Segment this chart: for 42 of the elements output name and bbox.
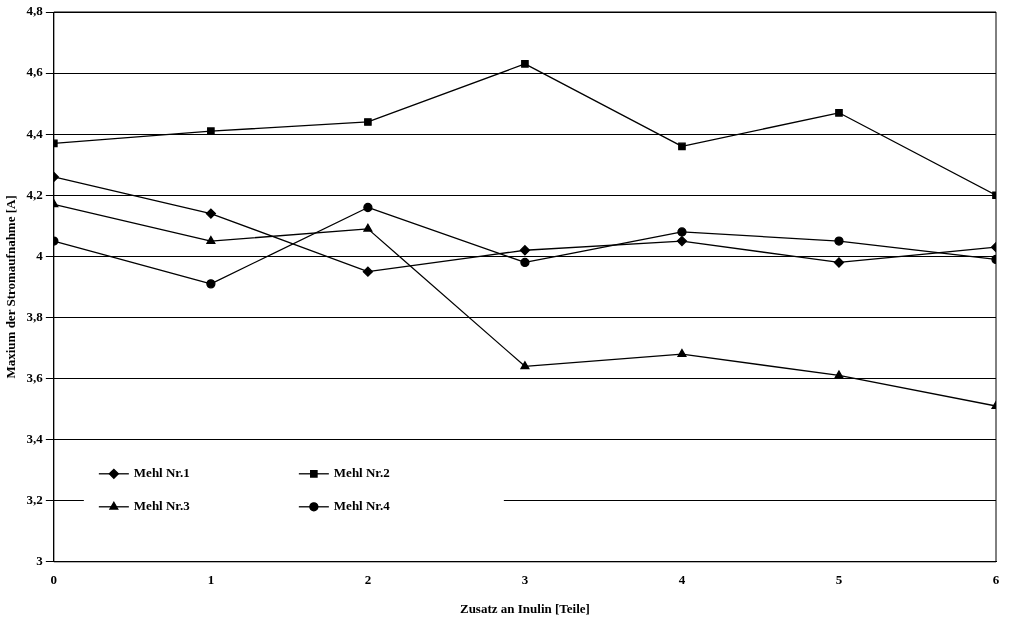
point xyxy=(521,60,529,68)
legend-label: Mehl Nr.1 xyxy=(133,465,190,481)
x-tick-label: 4 xyxy=(678,571,686,587)
point xyxy=(677,348,687,357)
y-tick-label: 4 xyxy=(36,247,44,263)
x-tick-label: 5 xyxy=(835,571,843,587)
point xyxy=(678,142,686,151)
point xyxy=(520,257,530,268)
y-tick-label: 3,4 xyxy=(26,430,44,446)
point xyxy=(364,118,372,126)
point xyxy=(676,235,688,247)
point xyxy=(207,127,215,135)
legend-label: Mehl Nr.2 xyxy=(333,465,390,481)
x-axis-title: Zusatz an Inulin [Teile] xyxy=(459,600,590,616)
x-tick-label: 3 xyxy=(521,571,529,587)
point xyxy=(835,108,843,117)
y-tick-label: 4,6 xyxy=(26,64,44,80)
y-tick-label: 4,4 xyxy=(26,125,44,141)
y-tick-label: 4,2 xyxy=(26,186,43,202)
point xyxy=(834,370,844,379)
y-tick-label: 4,8 xyxy=(26,3,44,19)
x-tick-label: 0 xyxy=(50,571,58,587)
point xyxy=(677,227,687,237)
x-tick-label: 2 xyxy=(364,571,372,587)
y-tick-label: 3 xyxy=(36,553,44,569)
legend-label: Mehl Nr.3 xyxy=(133,498,191,514)
y-axis-title: Maxium der Stromaufnahme [A] xyxy=(3,195,19,379)
point xyxy=(363,202,373,213)
point xyxy=(206,279,216,289)
point xyxy=(519,245,531,256)
point xyxy=(520,361,530,370)
legend-label: Mehl Nr.4 xyxy=(333,498,391,514)
point xyxy=(206,235,216,244)
y-tick-label: 3,6 xyxy=(26,369,44,385)
y-tick-label: 3,8 xyxy=(26,308,44,324)
x-tick-label: 1 xyxy=(207,571,215,587)
y-tick-label: 3,2 xyxy=(26,492,43,508)
x-tick-label: 6 xyxy=(992,571,1000,587)
point xyxy=(362,266,374,277)
point xyxy=(205,208,217,219)
point xyxy=(834,236,844,246)
point xyxy=(363,223,373,232)
